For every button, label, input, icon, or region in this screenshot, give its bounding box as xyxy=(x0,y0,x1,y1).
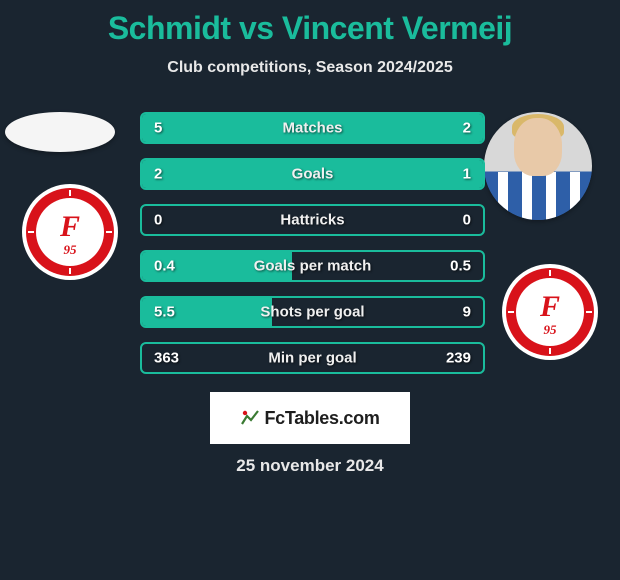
stat-row: 0.4Goals per match0.5 xyxy=(140,250,485,282)
stat-label: Goals xyxy=(142,166,483,183)
date-text: 25 november 2024 xyxy=(0,456,620,476)
stat-value-right: 239 xyxy=(446,350,471,367)
svg-text:95: 95 xyxy=(544,322,558,337)
svg-text:F: F xyxy=(539,290,560,323)
stat-value-right: 0.5 xyxy=(450,258,471,275)
stat-value-right: 0 xyxy=(463,212,471,229)
stat-row: 2Goals1 xyxy=(140,158,485,190)
club-badge-right: F 95 xyxy=(500,262,600,362)
page-title: Schmidt vs Vincent Vermeij xyxy=(0,0,620,47)
stat-label: Hattricks xyxy=(142,212,483,229)
watermark: FcTables.com xyxy=(210,392,410,444)
club-badge-left: F 95 xyxy=(20,182,120,282)
stats-list: 5Matches22Goals10Hattricks00.4Goals per … xyxy=(140,112,485,388)
fctables-logo-icon xyxy=(240,408,260,428)
stat-label: Shots per goal xyxy=(142,304,483,321)
f95-badge-icon: F 95 xyxy=(20,182,120,282)
watermark-text: FcTables.com xyxy=(264,408,379,429)
stat-row: 5.5Shots per goal9 xyxy=(140,296,485,328)
stat-label: Goals per match xyxy=(142,258,483,275)
stat-value-right: 1 xyxy=(463,166,471,183)
svg-text:F: F xyxy=(59,210,80,243)
stat-row: 363Min per goal239 xyxy=(140,342,485,374)
stat-value-right: 9 xyxy=(463,304,471,321)
stat-row: 5Matches2 xyxy=(140,112,485,144)
f95-badge-icon: F 95 xyxy=(500,262,600,362)
subtitle: Club competitions, Season 2024/2025 xyxy=(0,59,620,77)
stat-label: Matches xyxy=(142,120,483,137)
player-right-avatar xyxy=(484,112,592,220)
svg-text:95: 95 xyxy=(64,242,78,257)
stat-label: Min per goal xyxy=(142,350,483,367)
stat-row: 0Hattricks0 xyxy=(140,204,485,236)
player-left-avatar xyxy=(5,112,115,152)
stat-value-right: 2 xyxy=(463,120,471,137)
